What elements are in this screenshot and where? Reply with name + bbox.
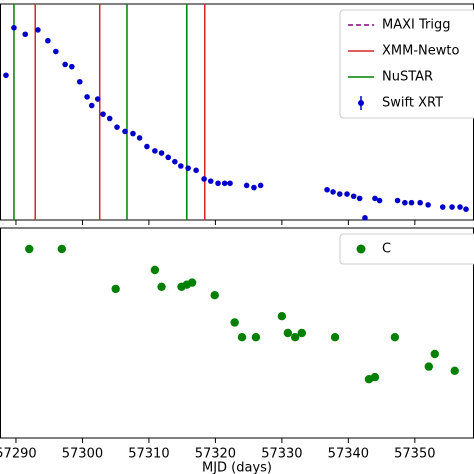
data-point [408, 199, 415, 206]
data-point [450, 366, 459, 375]
data-point [394, 197, 401, 204]
data-point [22, 31, 29, 38]
data-point [230, 318, 239, 327]
x-tick-label: 57300 [62, 447, 103, 462]
data-point [172, 158, 178, 165]
data-point [165, 154, 171, 161]
legend-label: XMM-Newto [382, 44, 459, 59]
data-point [430, 349, 439, 359]
data-point [130, 130, 136, 137]
data-point [336, 191, 343, 197]
data-point [251, 333, 261, 342]
data-point [277, 312, 287, 321]
data-point [356, 195, 363, 202]
data-point [35, 27, 41, 33]
x-tick-label: 57320 [195, 447, 236, 462]
data-point [376, 197, 383, 204]
data-point [136, 135, 143, 141]
data-point [257, 182, 264, 189]
data-point [53, 48, 59, 55]
data-point [178, 163, 184, 169]
data-point [237, 333, 247, 342]
data-point [251, 184, 257, 191]
data-point [463, 206, 469, 212]
data-point [114, 124, 120, 130]
data-point [290, 333, 300, 342]
data-point [152, 148, 158, 154]
data-point [350, 193, 357, 200]
data-point [330, 333, 340, 342]
data-point [157, 282, 166, 291]
data-point [25, 244, 34, 254]
data-point [57, 244, 67, 254]
data-point [227, 180, 233, 187]
data-point [449, 204, 455, 210]
data-point [193, 167, 199, 174]
data-point [111, 284, 120, 294]
data-point [324, 186, 330, 193]
data-point [283, 328, 293, 338]
data-point [243, 182, 250, 189]
legend-swatch [356, 244, 366, 254]
data-point [207, 178, 214, 184]
data-point [362, 215, 368, 221]
legend-label: MAXI Trigg [382, 18, 450, 33]
data-point [215, 180, 221, 187]
data-point [344, 191, 350, 197]
data-point [185, 165, 191, 171]
x-tick-label: 57290 [0, 447, 37, 462]
data-point [76, 78, 83, 85]
legend-box [339, 9, 474, 119]
data-point [88, 102, 95, 109]
data-point [439, 204, 446, 210]
data-point [144, 143, 150, 150]
data-point [425, 202, 431, 208]
data-point [11, 24, 17, 31]
x-tick-label: 57330 [261, 447, 302, 462]
legend-label: Swift XRT [382, 96, 443, 111]
data-point [372, 195, 378, 202]
data-point [62, 61, 68, 68]
data-point [370, 372, 380, 382]
data-point [45, 37, 51, 44]
legend-box [339, 233, 474, 265]
data-point [84, 94, 90, 100]
x-tick-label: 57340 [328, 447, 369, 462]
data-point [158, 150, 165, 156]
data-point [94, 96, 101, 102]
data-point [297, 328, 307, 338]
data-point [424, 362, 433, 371]
data-point [150, 265, 160, 275]
data-point [106, 115, 113, 122]
legend-label: NuSTAR [382, 70, 433, 85]
data-point [3, 72, 9, 79]
data-point [417, 199, 423, 206]
data-point [100, 111, 106, 117]
data-point [457, 204, 463, 210]
data-point [402, 199, 408, 206]
data-point [330, 189, 336, 195]
data-point [210, 291, 219, 300]
data-point [122, 128, 128, 135]
data-point [187, 278, 197, 287]
x-tick-label: 57350 [394, 447, 435, 462]
legend-label: C [382, 242, 391, 257]
data-point [68, 63, 75, 70]
data-point [221, 180, 228, 187]
x-axis-label: MJD (days) [202, 461, 272, 474]
data-point [201, 176, 207, 182]
data-point [390, 333, 400, 342]
x-tick-label: 57310 [128, 447, 169, 462]
